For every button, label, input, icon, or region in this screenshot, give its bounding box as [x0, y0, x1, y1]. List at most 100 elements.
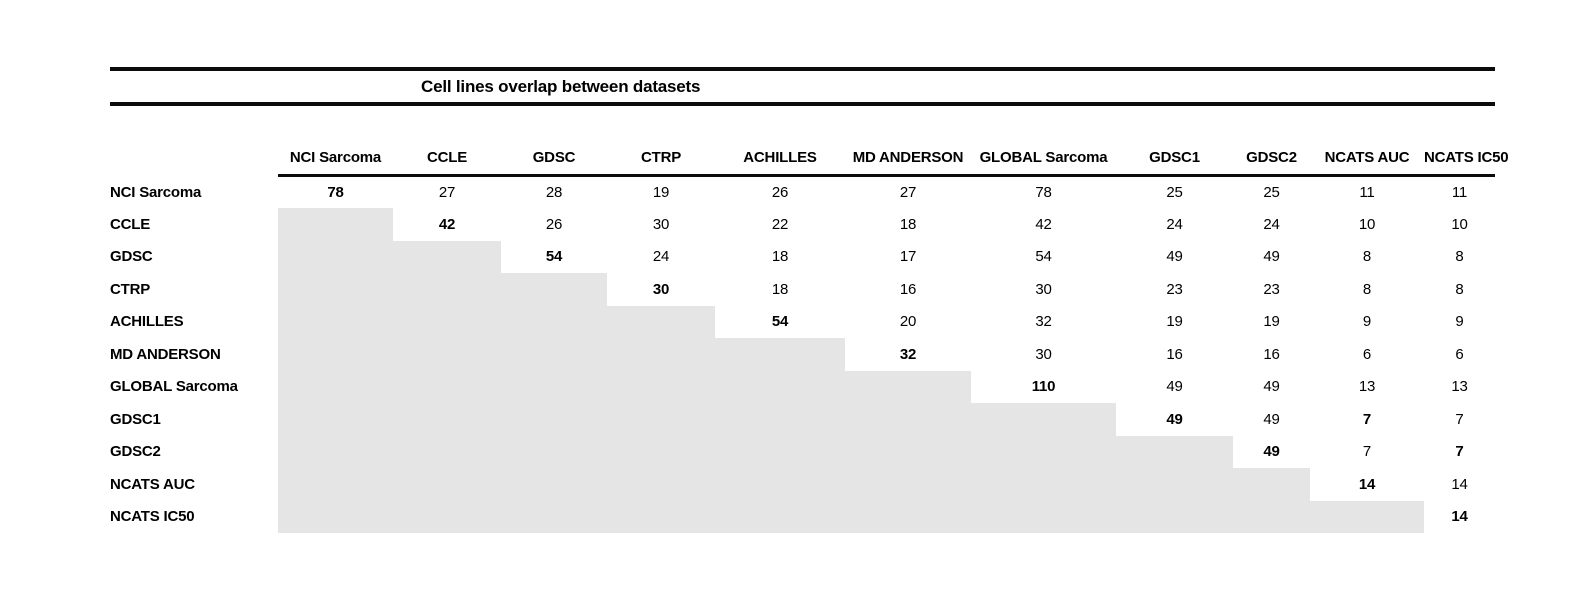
overlap-cell [845, 500, 971, 533]
overlap-cell: 26 [545, 215, 563, 233]
overlap-cell: 13 [1358, 378, 1376, 396]
overlap-cell [715, 435, 845, 468]
overlap-cell [278, 273, 393, 306]
column-header: MD ANDERSON [845, 106, 971, 177]
overlap-cell: 49 [1166, 248, 1183, 266]
overlap-cell [393, 500, 501, 533]
overlap-cell [278, 500, 393, 533]
overlap-cell: 17 [899, 248, 917, 266]
table-row: NCI Sarcoma 78 27 28 19 26 27 78 25 25 11 11 [110, 176, 1495, 209]
overlap-cell: 11 [1359, 184, 1375, 201]
overlap-cell: 54 [771, 313, 789, 331]
overlap-cell: 18 [771, 248, 789, 266]
overlap-table-figure: Cell lines overlap between datasets NCI … [110, 67, 1509, 533]
overlap-cell: 25 [1263, 184, 1280, 201]
overlap-cell: 24 [652, 248, 670, 266]
overlap-cell: 49 [1263, 443, 1280, 461]
overlap-cell: 7 [1455, 443, 1464, 461]
overlap-cell [278, 208, 393, 241]
overlap-cell [1310, 500, 1424, 533]
overlap-cell: 14 [1358, 475, 1376, 493]
column-header: GDSC2 [1233, 106, 1310, 177]
overlap-cell [971, 468, 1116, 501]
overlap-cell: 26 [771, 184, 789, 201]
row-label: GDSC2 [110, 443, 161, 461]
column-header: NCATS AUC [1310, 106, 1424, 177]
overlap-cell: 7 [1455, 410, 1464, 428]
overlap-cell [715, 338, 845, 371]
column-header: GDSC1 [1116, 106, 1233, 177]
overlap-cell [501, 370, 607, 403]
overlap-cell: 8 [1362, 280, 1372, 298]
column-header: GLOBAL Sarcoma [971, 106, 1116, 177]
title-bottom-rule [110, 102, 1495, 106]
top-rule [110, 67, 1495, 71]
table-row: NCATS IC50 14 [110, 500, 1495, 533]
overlap-cell: 49 [1263, 378, 1280, 396]
table-header-row: NCI Sarcoma CCLE GDSC CTRP ACHILLES MD ANDERS… [110, 106, 1509, 177]
row-label: GDSC [110, 248, 153, 266]
column-header: CCLE [393, 106, 501, 177]
overlap-cell [278, 240, 393, 273]
table-row: ACHILLES 54 20 32 19 19 9 9 [110, 305, 1495, 338]
overlap-cell: 42 [1035, 215, 1052, 233]
overlap-cell [607, 403, 715, 436]
overlap-cell: 9 [1362, 313, 1372, 331]
overlap-cell [501, 403, 607, 436]
overlap-cell [971, 435, 1116, 468]
overlap-cell [278, 305, 393, 338]
table-row: MD ANDERSON 32 30 16 16 6 6 [110, 338, 1495, 371]
overlap-cell [278, 468, 393, 501]
overlap-cell [501, 500, 607, 533]
overlap-cell [607, 370, 715, 403]
overlap-cell [607, 500, 715, 533]
table-row: CTRP 30 18 16 30 23 23 8 8 [110, 273, 1495, 306]
overlap-cell: 10 [1451, 215, 1468, 233]
overlap-cell: 49 [1263, 248, 1280, 266]
header-row: NCI Sarcoma CCLE GDSC CTRP ACHILLES MD ANDERS… [110, 106, 1509, 177]
overlap-cell: 49 [1263, 410, 1280, 428]
overlap-cell: 16 [899, 280, 917, 298]
overlap-cell [393, 305, 501, 338]
overlap-cell: 20 [899, 313, 917, 331]
overlap-cell [1116, 468, 1233, 501]
overlap-cell [501, 338, 607, 371]
overlap-cell [971, 500, 1116, 533]
overlap-cell [501, 305, 607, 338]
overlap-cell: 25 [1166, 184, 1183, 201]
overlap-cell [715, 468, 845, 501]
overlap-cell: 18 [771, 280, 789, 298]
overlap-cell: 78 [1035, 184, 1052, 201]
overlap-cell: 49 [1166, 378, 1183, 396]
table-body: NCI Sarcoma 78 27 28 19 26 27 78 25 25 11 11 CCLE 42 2… [110, 176, 1495, 533]
overlap-cell: 54 [545, 248, 563, 266]
row-label: CCLE [110, 215, 151, 233]
overlap-cell [501, 435, 607, 468]
overlap-cell: 30 [652, 280, 670, 298]
overlap-cell [607, 305, 715, 338]
overlap-cell: 10 [1358, 215, 1376, 233]
overlap-cell: 42 [438, 215, 456, 233]
overlap-cell: 9 [1455, 313, 1464, 331]
table-row: GDSC 54 24 18 17 54 49 49 8 8 [110, 240, 1495, 273]
overlap-matrix-table: NCI Sarcoma CCLE GDSC CTRP ACHILLES MD ANDERS… [110, 106, 1509, 533]
overlap-cell: 19 [1166, 313, 1183, 331]
table-row: GDSC2 49 7 7 [110, 435, 1495, 468]
row-label: MD ANDERSON [110, 345, 221, 363]
overlap-cell: 32 [1035, 313, 1052, 331]
overlap-cell: 27 [438, 184, 456, 201]
overlap-cell: 19 [652, 184, 670, 201]
overlap-cell: 24 [1166, 215, 1183, 233]
overlap-cell [278, 435, 393, 468]
overlap-cell: 6 [1455, 345, 1464, 363]
row-label: GDSC1 [110, 410, 161, 428]
overlap-cell: 6 [1362, 345, 1372, 363]
corner-cell [110, 106, 278, 176]
overlap-cell: 11 [1451, 184, 1468, 201]
overlap-cell: 8 [1455, 280, 1464, 298]
overlap-cell [1233, 468, 1310, 501]
overlap-cell: 54 [1035, 248, 1052, 266]
overlap-cell [715, 370, 845, 403]
overlap-cell: 7 [1362, 410, 1372, 428]
overlap-cell: 16 [1263, 345, 1280, 363]
